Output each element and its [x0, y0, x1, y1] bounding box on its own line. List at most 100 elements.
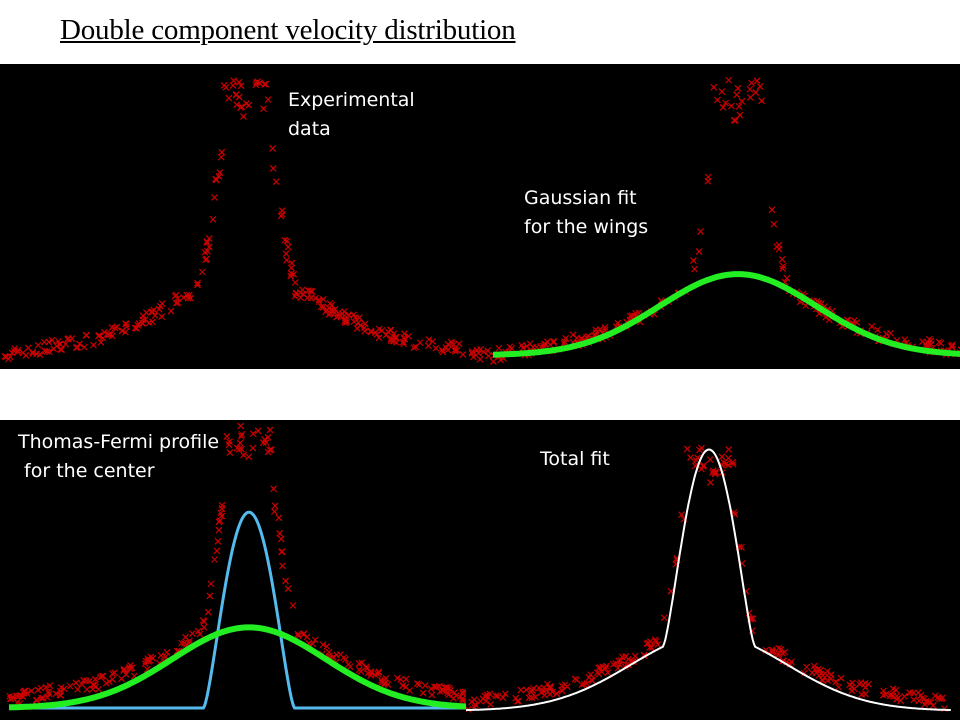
thomas-fermi-panel-data-point	[225, 441, 233, 449]
experimental-data-point	[45, 338, 53, 346]
experimental-data-point	[367, 327, 375, 335]
thomas-fermi-panel-data-point	[178, 639, 186, 647]
experimental-data-point	[245, 101, 253, 109]
total-fit-panel-data-point	[706, 456, 714, 463]
experimental-data-point	[233, 101, 241, 109]
thomas-fermi-panel-data-point	[157, 652, 165, 659]
gaussian-panel-data-point	[537, 342, 545, 350]
gaussian-panel-data-point	[735, 102, 743, 110]
thomas-fermi-panel-data-point	[218, 512, 226, 520]
total-fit-panel-data-point	[553, 690, 561, 698]
experimental-data-point	[48, 336, 56, 344]
gaussian-panel-data-point	[770, 220, 778, 228]
thomas-fermi-panel-data-point	[259, 439, 267, 447]
total-fit-panel-data-point	[486, 690, 494, 698]
thomas-fermi-panel-data-point	[211, 556, 218, 563]
total-fit-panel-data-point	[558, 686, 566, 694]
thomas-fermi-label-line1: Thomas-Fermi profile	[18, 431, 220, 453]
gaussian-panel-data-point	[714, 96, 721, 104]
total-fit-panel-data-point	[482, 697, 490, 705]
thomas-fermi-panel-data-point	[427, 685, 435, 693]
thomas-fermi-panel-data-point	[91, 675, 99, 683]
thomas-fermi-panel-data-point	[295, 632, 302, 640]
page-title: Double component velocity distribution	[60, 14, 516, 46]
total-fit-panel-data-point	[544, 680, 551, 688]
thomas-fermi-panel-data-point	[163, 648, 171, 656]
thomas-fermi-panel-data-point	[333, 651, 340, 659]
thomas-fermi-panel-data-point	[109, 675, 117, 683]
thomas-fermi-panel-data-point	[66, 682, 74, 690]
experimental-data-point	[99, 334, 107, 342]
total-fit-panel-data-point	[678, 511, 685, 519]
gaussian-panel-data-point	[778, 256, 786, 263]
thomas-fermi-panel-data-point	[39, 694, 47, 702]
total-fit-panel-data-point	[529, 684, 537, 692]
experimental-data-point	[148, 308, 156, 316]
gaussian-panel-data-point	[626, 312, 634, 320]
experimental-data-point	[400, 330, 408, 338]
thomas-fermi-panel-data-point	[218, 501, 226, 509]
thomas-fermi-panel-data-point	[23, 690, 31, 697]
experimental-data-point	[14, 348, 21, 356]
thomas-fermi-panel-data-point	[180, 639, 188, 647]
thomas-fermi-panel-data-point	[214, 537, 222, 545]
thomas-fermi-panel-data-point	[399, 682, 407, 689]
experimental-data-point	[455, 340, 463, 348]
thomas-fermi-panel-data-point	[38, 694, 45, 702]
total-fit-panel-data-point	[604, 669, 612, 677]
thomas-fermi-panel-data-point	[6, 692, 14, 700]
total-fit-panel-data-point	[541, 691, 549, 699]
experimental-data-point	[284, 243, 292, 251]
experimental-data-point	[252, 81, 260, 89]
experimental-data-point	[194, 281, 201, 289]
experimental-data-point	[480, 348, 487, 356]
thomas-fermi-panel-data-point	[34, 686, 42, 694]
total-fit-panel-data-point	[492, 692, 500, 700]
gaussian-panel-data-point	[550, 339, 557, 346]
thomas-fermi-panel-data-point	[249, 430, 257, 438]
experimental-data-point	[340, 308, 348, 316]
gaussian-panel-data-point	[746, 94, 754, 101]
total-fit-panel-data-point	[938, 695, 945, 703]
total-fit-panel-data-point	[718, 453, 726, 461]
experimental-data-point	[315, 298, 323, 306]
thomas-fermi-panel-data-point	[445, 691, 452, 699]
thomas-fermi-panel-data-point	[275, 514, 283, 522]
total-fit-panel-data-point	[906, 689, 914, 697]
thomas-fermi-panel-data-point	[52, 690, 60, 698]
thomas-fermi-panel-data-point	[45, 690, 53, 698]
thomas-fermi-panel-data-point	[266, 446, 274, 454]
experimental-data-point	[82, 331, 90, 339]
gaussian-panel-data-point	[718, 88, 726, 96]
thomas-fermi-panel-data-point	[433, 683, 440, 691]
total-fit-panel-data-point	[918, 694, 926, 702]
experimental-data-point	[361, 320, 369, 328]
thomas-fermi-panel-data-point	[378, 679, 386, 686]
gaussian-panel-data-point	[722, 99, 730, 107]
experimental-data-point	[58, 346, 66, 354]
experimental-data-point	[412, 343, 420, 351]
experimental-data-point	[50, 345, 58, 353]
total-fit-panel-data-point	[687, 454, 694, 461]
experimental-data-point	[405, 332, 412, 340]
thomas-fermi-panel-data-point	[419, 689, 427, 697]
experimental-data-point	[262, 80, 270, 88]
experimental-data-point	[174, 299, 182, 307]
thomas-fermi-panel-data-point	[355, 666, 363, 674]
thomas-fermi-panel-data-point	[375, 669, 382, 676]
gaussian-panel-data-point	[748, 79, 755, 87]
thomas-fermi-panel-data-point	[28, 687, 35, 695]
total-fit-panel-data-point	[929, 702, 937, 710]
thomas-fermi-panel-data-point	[223, 432, 231, 440]
thomas-fermi-panel-data-point	[282, 577, 289, 585]
thomas-fermi-panel-data-point	[46, 682, 54, 690]
gaussian-panel-data-point	[768, 206, 776, 214]
thomas-fermi-panel-data-point	[278, 548, 286, 556]
gaussian-panel-data-point	[727, 102, 735, 110]
thomas-fermi-panel-data-point	[450, 695, 457, 702]
total-fit-panel-data-point	[602, 665, 610, 672]
gaussian-panel-data-point	[853, 319, 861, 326]
experimental-data-point	[425, 342, 432, 350]
experimental-data-point	[46, 348, 53, 356]
thomas-fermi-panel-data-point	[237, 422, 245, 430]
